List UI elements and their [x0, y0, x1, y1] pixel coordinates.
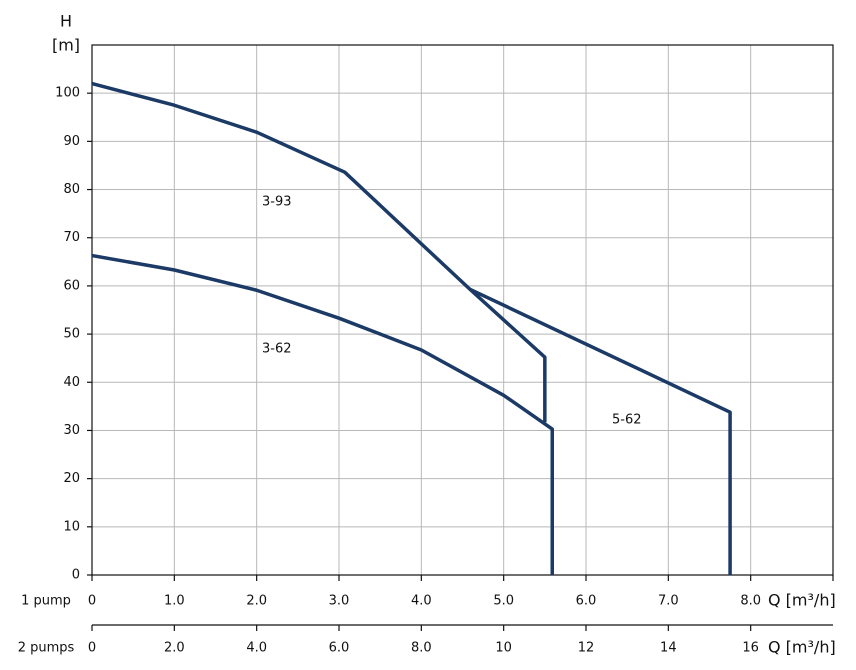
x2-tick-label: 10 — [495, 641, 512, 656]
curve — [91, 81, 547, 423]
y-tick-label: 10 — [63, 519, 80, 534]
y-tick-label: 70 — [63, 230, 80, 245]
curve — [469, 287, 732, 575]
y-tick-label: 100 — [55, 86, 80, 101]
x2-tick-label: 0 — [88, 641, 96, 656]
y-tick-label: 50 — [63, 327, 80, 342]
x-label: Q [m³/h] — [768, 591, 836, 610]
x2-tick-label: 2.0 — [164, 641, 185, 656]
y-tick-label: 80 — [63, 182, 80, 197]
curve-label: 3-93 — [262, 195, 292, 210]
y-tick-label: 60 — [63, 278, 80, 293]
x-axis-name: 1 pump — [21, 594, 71, 609]
x2-axis-name: 2 pumps — [18, 641, 75, 656]
y-tick-label: 0 — [72, 568, 80, 583]
x-tick-label: 5.0 — [493, 594, 514, 609]
x2-label: Q [m³/h] — [768, 638, 836, 657]
curve-label: 5-62 — [612, 413, 642, 428]
curve-label: 3-62 — [262, 342, 292, 357]
x2-tick-label: 14 — [660, 641, 677, 656]
y-tick-label: 20 — [63, 471, 80, 486]
x-tick-label: 3.0 — [329, 594, 350, 609]
y-tick-label: 30 — [63, 423, 80, 438]
x2-tick-label: 8.0 — [411, 641, 432, 656]
x-tick-label: 6.0 — [576, 594, 597, 609]
x-tick-label: 0 — [88, 594, 96, 609]
x-tick-label: 1.0 — [164, 594, 185, 609]
x2-tick-label: 12 — [578, 641, 595, 656]
x2-tick-label: 6.0 — [329, 641, 350, 656]
x-tick-label: 4.0 — [411, 594, 432, 609]
curve — [91, 253, 554, 575]
y-label: H — [60, 12, 72, 31]
y-unit: [m] — [52, 36, 80, 55]
x2-tick-label: 4.0 — [246, 641, 267, 656]
x-tick-label: 8.0 — [740, 594, 761, 609]
x-tick-label: 7.0 — [658, 594, 679, 609]
x-tick-label: 2.0 — [246, 594, 267, 609]
x2-tick-label: 16 — [742, 641, 759, 656]
y-tick-label: 40 — [63, 375, 80, 390]
plot-frame — [91, 44, 834, 576]
y-tick-label: 90 — [63, 134, 80, 149]
